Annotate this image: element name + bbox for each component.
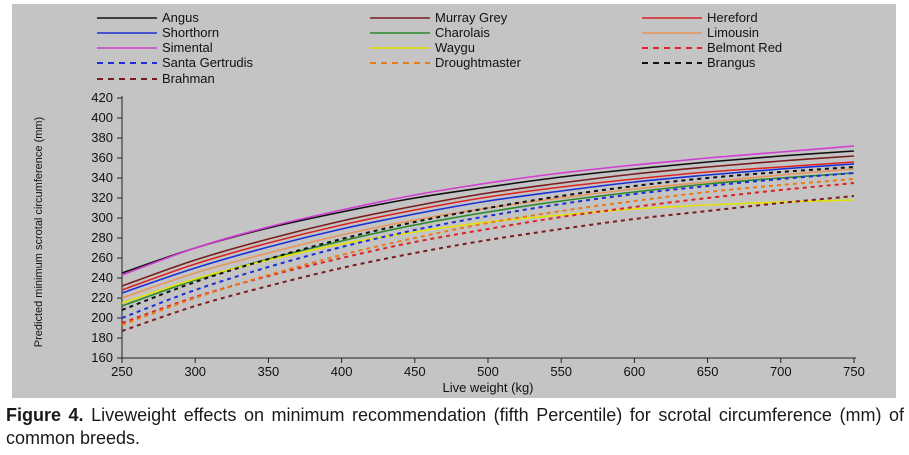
series-line-limousin xyxy=(121,168,855,299)
legend-label-shorthorn: Shorthorn xyxy=(162,25,219,40)
y-tick-label: 400 xyxy=(91,110,113,125)
x-tick-label: 350 xyxy=(258,364,280,379)
y-tick-label: 340 xyxy=(91,170,113,185)
y-tick-label: 360 xyxy=(91,150,113,165)
figure-caption-text: Liveweight effects on minimum recommenda… xyxy=(6,405,904,448)
series-line-droughtmaster xyxy=(121,178,855,326)
x-axis-title: Live weight (kg) xyxy=(442,380,533,395)
x-tick-label: 500 xyxy=(477,364,499,379)
legend-label-simental: Simental xyxy=(162,40,213,55)
series-line-santa-gertrudis xyxy=(121,172,855,319)
x-tick-label: 750 xyxy=(843,364,865,379)
series-line-shorthorn xyxy=(121,163,855,294)
legend-label-santa-gertrudis: Santa Gertrudis xyxy=(162,55,254,70)
x-tick-label: 700 xyxy=(770,364,792,379)
y-tick-label: 260 xyxy=(91,250,113,265)
x-tick-label: 650 xyxy=(697,364,719,379)
legend-label-belmont-red: Belmont Red xyxy=(707,40,782,55)
y-tick-label: 420 xyxy=(91,90,113,105)
x-tick-label: 550 xyxy=(550,364,572,379)
y-tick-label: 380 xyxy=(91,130,113,145)
y-tick-label: 300 xyxy=(91,210,113,225)
y-tick-label: 180 xyxy=(91,330,113,345)
series-line-hereford xyxy=(121,161,855,291)
x-tick-label: 600 xyxy=(624,364,646,379)
y-tick-label: 320 xyxy=(91,190,113,205)
series-line-murray-grey xyxy=(121,155,855,287)
line-chart: 160 180 200 220 240 260 280 300 320 340 360 380 400 4… xyxy=(33,10,865,395)
series-line-brahman xyxy=(121,195,855,332)
legend-label-waygu: Waygu xyxy=(435,40,475,55)
figure-caption: Figure 4. Liveweight effects on minimum … xyxy=(6,404,904,450)
legend-label-angus: Angus xyxy=(162,10,199,25)
figure-label: Figure 4. xyxy=(6,405,84,425)
x-tick-label: 450 xyxy=(404,364,426,379)
series-line-simental xyxy=(121,145,855,276)
x-tick-label: 300 xyxy=(184,364,206,379)
legend-label-brahman: Brahman xyxy=(162,71,215,86)
y-tick-label: 280 xyxy=(91,230,113,245)
legend-label-droughtmaster: Droughtmaster xyxy=(435,55,522,70)
y-tick-label: 200 xyxy=(91,310,113,325)
legend-label-hereford: Hereford xyxy=(707,10,758,25)
series-line-waygu xyxy=(121,199,855,304)
legend-label-murray-grey: Murray Grey xyxy=(435,10,508,25)
legend-label-brangus: Brangus xyxy=(707,55,756,70)
y-tick-label: 240 xyxy=(91,270,113,285)
y-tick-label: 160 xyxy=(91,350,113,365)
series-line-brangus xyxy=(121,166,855,311)
y-axis-title: Predicted minimum scrotal circumference … xyxy=(33,117,45,347)
legend-label-charolais: Charolais xyxy=(435,25,490,40)
y-tick-label: 220 xyxy=(91,290,113,305)
chart-panel: 160 180 200 220 240 260 280 300 320 340 360 380 400 4… xyxy=(12,4,896,398)
x-tick-label: 400 xyxy=(331,364,353,379)
x-tick-label: 250 xyxy=(111,364,133,379)
legend-label-limousin: Limousin xyxy=(707,25,759,40)
